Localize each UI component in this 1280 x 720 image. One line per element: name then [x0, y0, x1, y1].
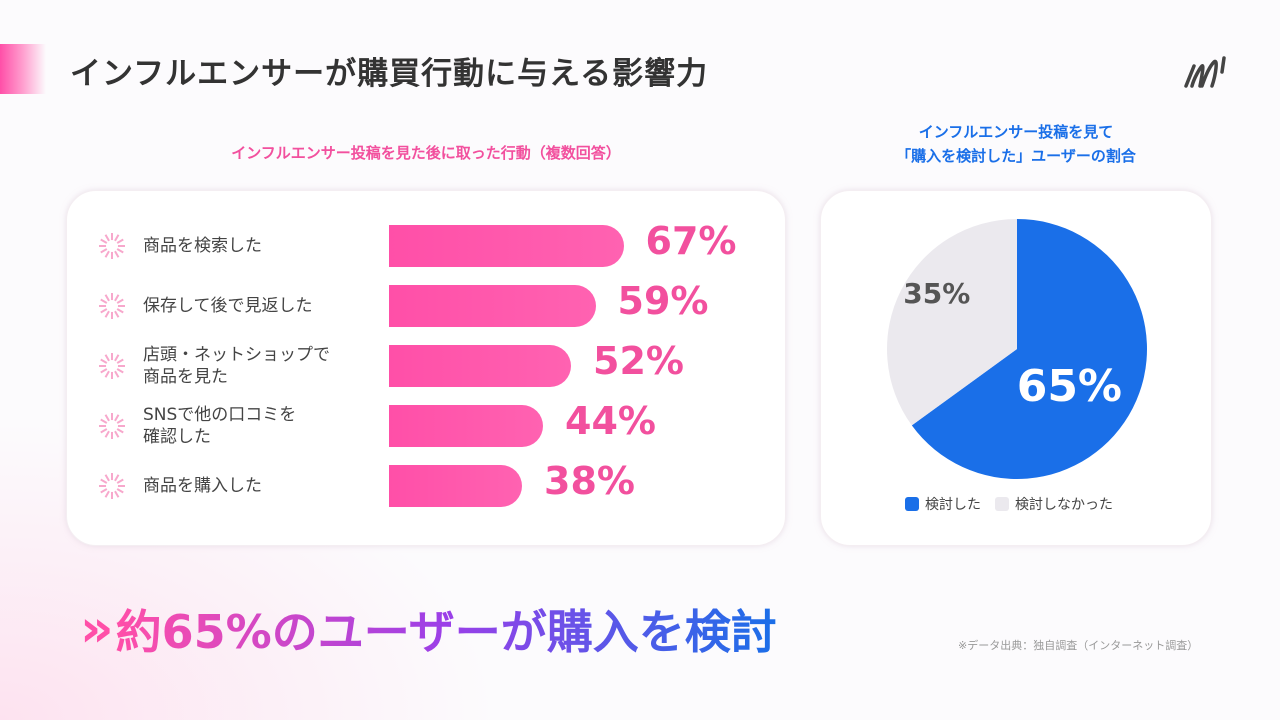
bar-chart-title: インフルエンサー投稿を見た後に取った行動（複数回答） — [231, 144, 621, 162]
bar-label: SNSで他の口コミを 確認した — [143, 405, 297, 447]
pie-chart-title: インフルエンサー投稿を見て 「購入を検討した」ユーザーの割合 — [896, 123, 1136, 165]
bar — [389, 345, 571, 387]
legend-label-considered: 検討した — [925, 497, 981, 513]
bar-value-label: 44% — [565, 399, 656, 443]
bar-label: 保存して後で見返した — [143, 296, 313, 316]
bar-row: 店頭・ネットショップで 商品を見た 52% — [67, 339, 787, 391]
sparkle-icon — [99, 293, 125, 319]
legend-label-not-considered: 検討しなかった — [1015, 497, 1113, 513]
bar-value-label: 52% — [593, 339, 684, 383]
legend-swatch-considered — [905, 497, 919, 511]
bar-label: 店頭・ネットショップで 商品を見た — [143, 345, 330, 387]
bar-value-label: 38% — [544, 459, 635, 503]
pie-legend: 検討した 検討しなかった — [905, 494, 1113, 514]
pie-value-label: 35% — [903, 277, 970, 310]
pie-value-label: 65% — [1017, 361, 1122, 412]
bar-row: 商品を検索した 67% — [67, 219, 787, 271]
bar-value-label: 59% — [617, 279, 709, 323]
bar-label: 商品を購入した — [143, 476, 262, 496]
bar — [389, 465, 522, 507]
data-source-note: ※データ出典：独自調査（インターネット調査） — [958, 639, 1199, 652]
bar-value-label: 67% — [645, 219, 737, 263]
bar — [389, 405, 543, 447]
bar-row: 商品を購入した 38% — [67, 459, 787, 511]
sparkle-icon — [99, 353, 125, 379]
headline: » 約65%のユーザーが購入を検討 — [80, 596, 777, 662]
bar-label: 商品を検索した — [143, 236, 262, 256]
pie-slice — [887, 219, 1017, 426]
brand-logo — [1184, 56, 1226, 88]
bar — [389, 285, 596, 327]
pie-chart: 65% 35% — [887, 219, 1147, 480]
title-accent — [0, 44, 46, 94]
bar — [389, 225, 624, 267]
bar-row: SNSで他の口コミを 確認した 44% — [67, 399, 787, 451]
bar-chart-card: 商品を検索した 67% 保存して後で見返した 59% 店頭・ネットショップで 商品を見た 5… — [66, 190, 786, 546]
bar-row: 保存して後で見返した 59% — [67, 279, 787, 331]
sparkle-icon — [99, 233, 125, 259]
sparkle-icon — [99, 413, 125, 439]
sparkle-icon — [99, 473, 125, 499]
double-chevron-icon: » — [80, 599, 113, 659]
headline-text: 約65%のユーザーが購入を検討 — [116, 596, 777, 662]
pie-slice — [911, 219, 1147, 480]
page-title: インフルエンサーが購買行動に与える影響力 — [70, 56, 709, 92]
legend-swatch-not-considered — [995, 497, 1009, 511]
